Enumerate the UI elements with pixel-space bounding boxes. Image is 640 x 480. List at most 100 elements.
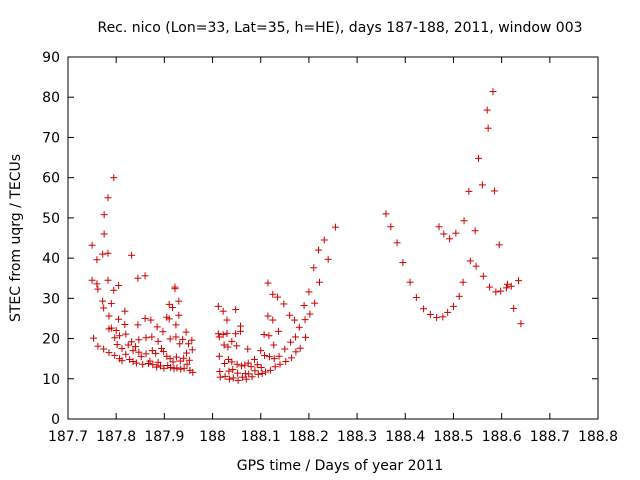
data-point <box>131 343 139 351</box>
data-point <box>223 316 231 324</box>
data-point <box>229 366 237 374</box>
y-tick-label: 40 <box>42 251 60 267</box>
data-point <box>214 302 222 310</box>
y-axis: 0 10 20 30 40 50 60 70 80 90 <box>42 50 598 428</box>
data-point <box>254 370 262 378</box>
data-point <box>215 333 223 341</box>
data-point <box>492 288 500 296</box>
data-point <box>452 229 460 237</box>
data-point <box>219 331 227 339</box>
data-point <box>224 343 232 351</box>
y-tick-label: 30 <box>42 291 60 307</box>
data-point <box>214 330 222 338</box>
data-point <box>184 340 192 348</box>
data-point <box>287 338 295 346</box>
data-point <box>115 281 123 289</box>
data-point <box>169 358 177 366</box>
data-point <box>172 353 180 361</box>
data-point <box>234 376 242 384</box>
data-point <box>292 348 300 356</box>
data-point <box>257 347 265 355</box>
data-point <box>118 357 126 365</box>
data-point <box>282 357 290 365</box>
data-point <box>228 337 236 345</box>
data-point <box>236 327 244 335</box>
data-point <box>262 368 270 376</box>
data-point <box>99 297 107 305</box>
data-point <box>141 272 149 280</box>
x-tick-label: 188 <box>199 429 226 445</box>
data-point <box>515 277 522 285</box>
y-tick: 20 <box>42 332 598 348</box>
data-point <box>265 353 273 361</box>
data-point <box>141 314 149 322</box>
data-point <box>175 297 183 305</box>
data-point <box>115 315 123 323</box>
data-point <box>242 375 250 383</box>
x-axis-label: GPS time / Days of year 2011 <box>237 458 444 474</box>
data-point <box>275 327 283 335</box>
data-point <box>172 321 180 329</box>
data-point <box>107 300 115 308</box>
x-tick: 188.1 <box>241 57 281 445</box>
data-point <box>300 302 308 310</box>
x-tick: 188.7 <box>530 57 570 445</box>
data-point <box>128 251 136 259</box>
data-point <box>180 354 188 362</box>
data-point <box>486 283 494 291</box>
data-point <box>269 316 277 324</box>
data-point <box>221 359 229 367</box>
data-point <box>290 316 298 324</box>
data-point <box>257 364 265 372</box>
data-point <box>517 320 525 328</box>
x-tick-label: 188.7 <box>530 429 570 445</box>
data-point <box>129 347 137 355</box>
data-point <box>221 372 229 380</box>
data-point <box>188 346 196 354</box>
data-point <box>266 366 274 374</box>
data-point <box>153 363 161 371</box>
data-point <box>100 345 108 353</box>
y-tick: 90 <box>42 50 598 66</box>
data-point <box>173 364 181 372</box>
data-point <box>134 274 142 282</box>
data-point <box>440 230 448 238</box>
data-point <box>215 352 223 360</box>
data-point <box>180 364 188 372</box>
data-point <box>265 332 273 340</box>
data-point <box>286 311 294 319</box>
data-point <box>502 284 510 292</box>
data-point <box>275 352 283 360</box>
x-tick-label: 188.2 <box>289 429 329 445</box>
data-point <box>223 329 231 337</box>
data-point <box>111 351 119 359</box>
y-tick: 60 <box>42 171 598 187</box>
data-point <box>219 307 227 315</box>
y-tick-label: 60 <box>42 171 60 187</box>
data-point <box>166 335 174 343</box>
chart-title: Rec. nico (Lon=33, Lat=35, h=HE), days 1… <box>97 20 582 36</box>
data-point <box>179 335 187 343</box>
data-point <box>270 355 278 363</box>
data-point <box>478 181 486 189</box>
data-point <box>455 292 463 300</box>
data-point <box>228 358 236 366</box>
data-point <box>233 342 241 350</box>
data-point <box>449 302 457 310</box>
data-point <box>324 255 332 263</box>
y-tick-label: 50 <box>42 211 60 227</box>
data-point <box>100 304 108 312</box>
data-point <box>94 285 102 293</box>
x-tick: 188.5 <box>433 57 474 445</box>
data-point <box>471 227 479 235</box>
data-point <box>233 360 241 368</box>
data-point <box>232 306 240 314</box>
data-points <box>88 88 525 384</box>
y-tick: 80 <box>42 90 598 106</box>
data-point <box>124 341 132 349</box>
data-point <box>147 316 155 324</box>
data-point <box>270 341 278 349</box>
data-point <box>484 124 492 132</box>
data-point <box>111 334 119 342</box>
